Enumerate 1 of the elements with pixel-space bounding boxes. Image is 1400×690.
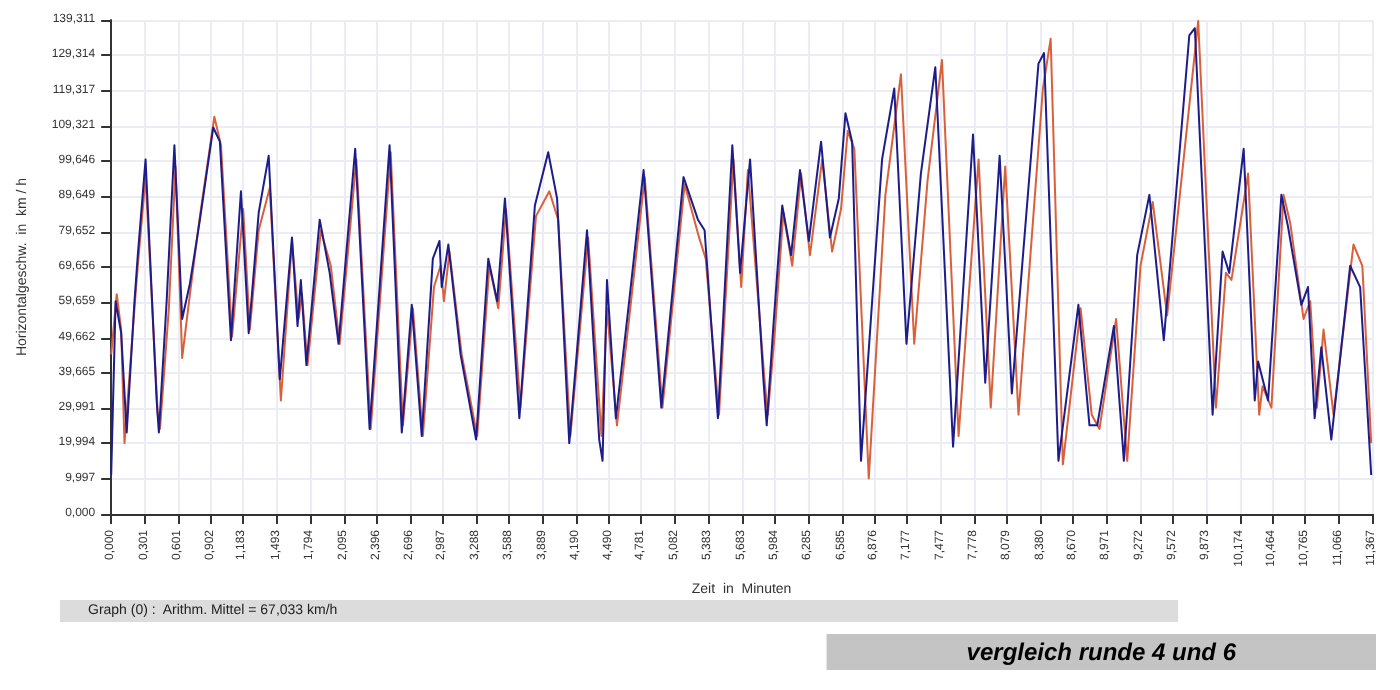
text: vergleich runde 4 und 6 bbox=[966, 638, 1237, 666]
